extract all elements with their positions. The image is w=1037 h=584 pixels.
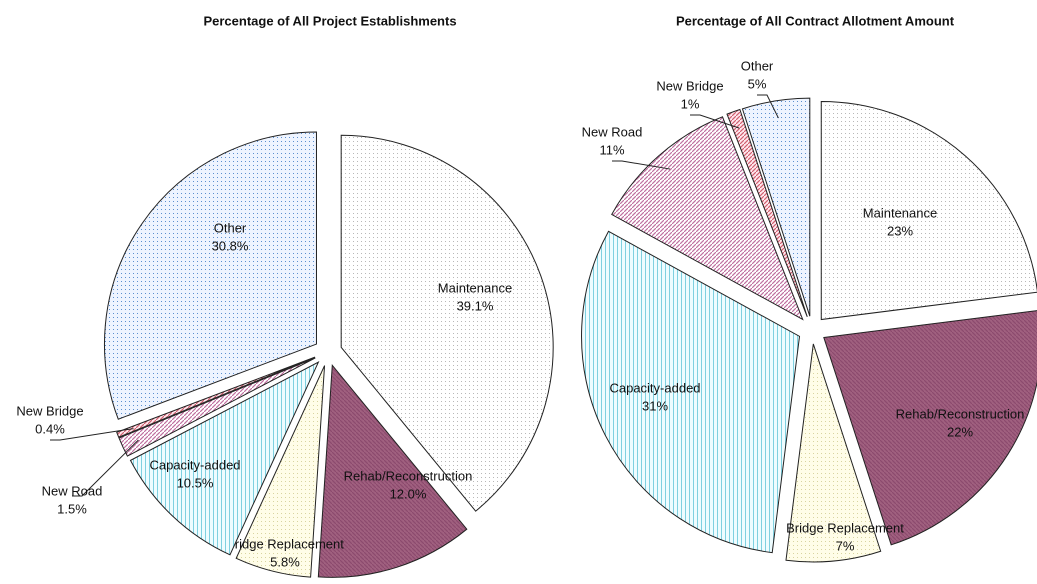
slice-label: Bridge Replacement: [786, 520, 904, 535]
pie-slice: [104, 131, 317, 420]
pie-slice: [820, 100, 1037, 321]
pie-slice: [129, 361, 320, 556]
slice-value-label: 1%: [681, 96, 700, 111]
pie-slice: [581, 230, 801, 554]
leader-line: [50, 428, 134, 441]
slice-value-label: 11%: [599, 142, 624, 157]
slice-label: Rehab/Reconstruction: [344, 468, 473, 483]
leader-line: [757, 94, 779, 119]
slice-value-label: 5.8%: [270, 554, 300, 569]
pie-slice: [118, 357, 316, 457]
pie-slice: [317, 364, 468, 578]
slice-label: Rehab/Reconstruction: [896, 406, 1025, 421]
slice-label: Other: [214, 220, 247, 235]
slice-value-label: 1.5%: [57, 501, 87, 516]
slice-label: Other: [741, 58, 774, 73]
slice-label: New Road: [42, 483, 103, 498]
slice-value-label: 5%: [748, 76, 767, 91]
slice-value-label: 12.0%: [390, 486, 427, 501]
slice-value-label: 22%: [947, 424, 973, 439]
slice-label: Maintenance: [438, 280, 512, 295]
slice-value-label: 23%: [887, 223, 913, 238]
leader-line: [612, 160, 671, 170]
slice-value-label: 7%: [836, 538, 855, 553]
slice-value-label: 10.5%: [177, 475, 214, 490]
pie-slice: [235, 365, 326, 578]
slice-value-label: 31%: [642, 398, 668, 413]
pie-slice: [340, 134, 554, 512]
slice-value-label: 39.1%: [457, 298, 494, 313]
slice-label: Maintenance: [863, 205, 937, 220]
pie-slice: [785, 343, 882, 563]
pie-slice: [726, 108, 808, 318]
chart-title: Percentage of All Project Establishments: [203, 13, 456, 28]
leader-line: [72, 439, 139, 497]
slice-label: Capacity-added: [609, 380, 700, 395]
chart-title: Percentage of All Contract Allotment Amo…: [676, 13, 955, 28]
pie-slice: [741, 97, 811, 317]
slice-value-label: 0.4%: [35, 421, 65, 436]
slice-label: Capacity-added: [149, 457, 240, 472]
slice-value-label: 30.8%: [212, 238, 249, 253]
slice-label: New Bridge: [16, 403, 83, 418]
slice-label: New Bridge: [656, 78, 723, 93]
pie-slice: [116, 356, 316, 438]
slice-label: Bridge Replacement: [226, 536, 344, 551]
leader-line: [690, 114, 740, 129]
pie-slice: [823, 310, 1037, 546]
slice-label: New Road: [582, 124, 643, 139]
